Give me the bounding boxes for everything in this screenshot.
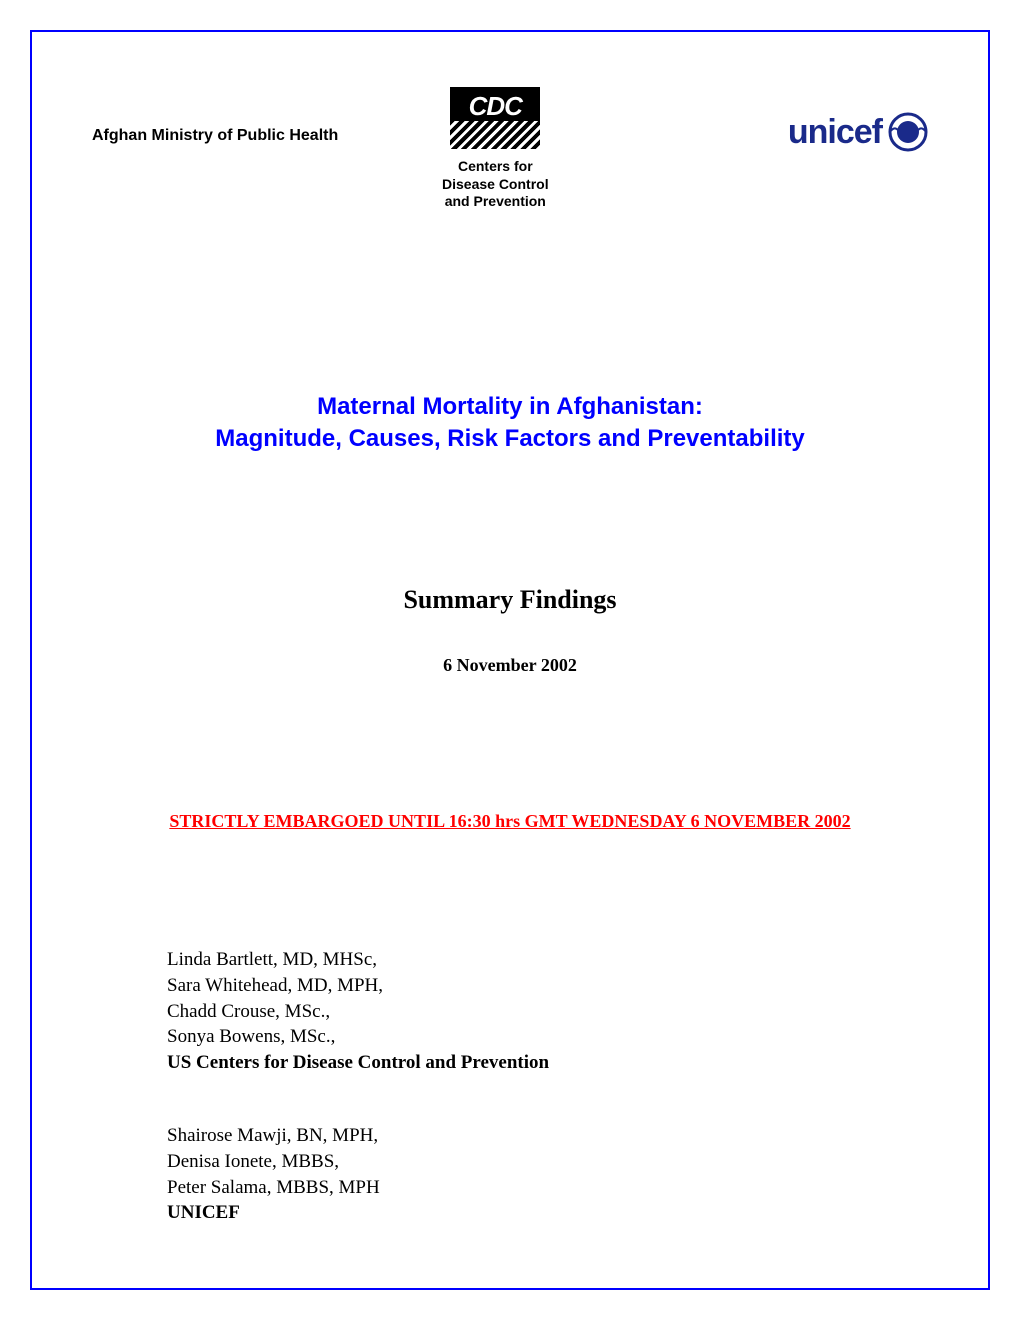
header-row: Afghan Ministry of Public Health CDC Cen…: [92, 87, 928, 211]
cdc-caption: Centers for Disease Control and Preventi…: [442, 158, 549, 211]
unicef-emblem-icon: [888, 112, 928, 152]
cdc-logo-icon: CDC: [450, 87, 540, 149]
authors-group-unicef: Shairose Mawji, BN, MPH, Denisa Ionete, …: [167, 1123, 928, 1226]
author-line: Linda Bartlett, MD, MHSc,: [167, 947, 928, 973]
author-line: Denisa Ionete, MBBS,: [167, 1149, 928, 1175]
cdc-logo-text: CDC: [450, 91, 540, 122]
cdc-stripes-icon: [450, 121, 540, 149]
unicef-logo-block: unicef: [788, 112, 928, 152]
content-frame: Afghan Ministry of Public Health CDC Cen…: [30, 30, 990, 1290]
title-block: Maternal Mortality in Afghanistan: Magni…: [92, 391, 928, 456]
author-line: Shairose Mawji, BN, MPH,: [167, 1123, 928, 1149]
date-line: 6 November 2002: [92, 655, 928, 676]
summary-block: Summary Findings 6 November 2002: [92, 585, 928, 676]
ministry-label: Afghan Ministry of Public Health: [92, 127, 372, 145]
author-line: Chadd Crouse, MSc.,: [167, 999, 928, 1025]
summary-heading: Summary Findings: [92, 585, 928, 615]
author-org-cdc: US Centers for Disease Control and Preve…: [167, 1050, 928, 1076]
unicef-logo: unicef: [788, 112, 928, 152]
unicef-wordmark: unicef: [788, 113, 882, 152]
author-line: Sonya Bowens, MSc.,: [167, 1024, 928, 1050]
cdc-caption-line: and Prevention: [442, 193, 549, 211]
author-org-unicef: UNICEF: [167, 1200, 928, 1226]
authors-block: Linda Bartlett, MD, MHSc, Sara Whitehead…: [167, 947, 928, 1226]
cdc-caption-line: Centers for: [442, 158, 549, 176]
title-line-2: Magnitude, Causes, Risk Factors and Prev…: [92, 423, 928, 455]
cdc-logo-block: CDC Centers for Disease Control and Prev…: [442, 87, 549, 211]
author-line: Sara Whitehead, MD, MPH,: [167, 973, 928, 999]
title-line-1: Maternal Mortality in Afghanistan:: [92, 391, 928, 423]
author-line: Peter Salama, MBBS, MPH: [167, 1175, 928, 1201]
embargo-notice: STRICTLY EMBARGOED UNTIL 16:30 hrs GMT W…: [92, 811, 928, 832]
page: Afghan Ministry of Public Health CDC Cen…: [0, 0, 1020, 1320]
authors-group-cdc: Linda Bartlett, MD, MHSc, Sara Whitehead…: [167, 947, 928, 1075]
cdc-caption-line: Disease Control: [442, 176, 549, 194]
